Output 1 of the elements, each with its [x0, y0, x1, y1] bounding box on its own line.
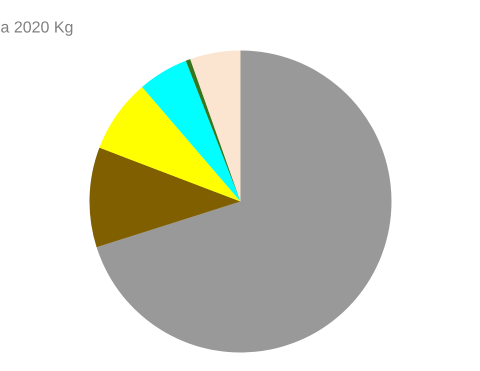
chart-title: a 2020 Kg [0, 20, 74, 36]
